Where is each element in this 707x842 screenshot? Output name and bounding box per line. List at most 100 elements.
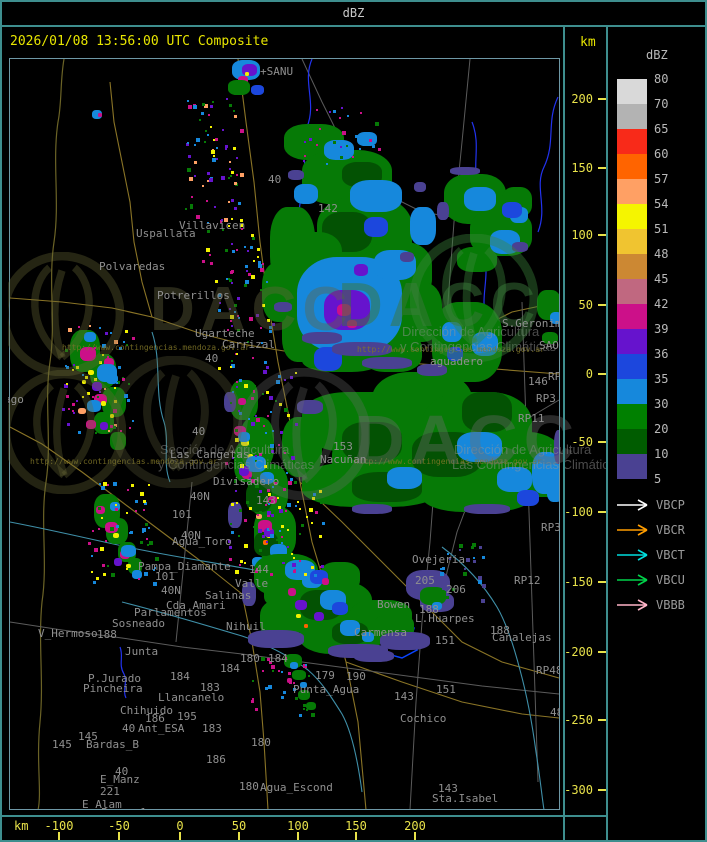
map-place-label: 195 (177, 710, 197, 723)
radar-echo-speckle (256, 567, 259, 570)
radar-echo-speckle (267, 488, 271, 492)
radar-echo-speckle (251, 237, 255, 241)
radar-echo-speckle (338, 117, 341, 120)
radar-echo-speckle (311, 712, 316, 717)
radar-echo-speckle (258, 529, 263, 534)
radar-echo-speckle (236, 156, 239, 159)
radar-echo-speckle (114, 399, 118, 403)
radar-echo-speckle (102, 353, 105, 356)
radar-echo-speckle (303, 664, 308, 669)
radar-echo (242, 582, 256, 606)
radar-echo (350, 180, 402, 212)
radar-echo-speckle (250, 246, 254, 250)
radar-echo-speckle (204, 104, 209, 109)
radar-echo-speckle (226, 278, 229, 281)
map-place-label: Las_Cangetas (170, 448, 250, 461)
bottom-axis-tick-label: 100 (287, 819, 309, 833)
bottom-axis-tick-mark (355, 832, 357, 840)
radar-echo-speckle (314, 574, 318, 578)
radar-echo-speckle (126, 489, 129, 492)
radar-echo-speckle (261, 263, 264, 266)
radar-echo-speckle (244, 562, 247, 565)
radar-echo-speckle (110, 425, 114, 429)
radar-echo-speckle (268, 499, 271, 502)
radar-echo-speckle (319, 534, 323, 538)
radar-echo-speckle (67, 328, 72, 333)
map-place-label: Llancanelo (158, 691, 225, 704)
radar-echo-speckle (217, 309, 221, 313)
radar-echo-speckle (228, 167, 231, 170)
radar-echo-speckle (339, 156, 343, 160)
radar-echo-speckle (259, 452, 263, 456)
map-place-label: Pasarela (101, 807, 154, 810)
bottom-axis-tick-mark (179, 832, 181, 840)
radar-echo-speckle (262, 424, 265, 427)
radar-echo-speckle (148, 540, 153, 545)
radar-echo-speckle (287, 502, 292, 507)
vector-arrow-icon (617, 499, 648, 511)
radar-echo-speckle (238, 534, 241, 537)
radar-echo-speckle (252, 259, 255, 262)
dbz-scale-value: 42 (654, 297, 669, 311)
radar-echo-speckle (293, 568, 296, 571)
dbz-scale-value: 65 (654, 122, 669, 136)
radar-echo-speckle (85, 376, 89, 380)
radar-echo-speckle (304, 141, 307, 144)
radar-echo-speckle (371, 145, 375, 149)
radar-echo-speckle (90, 571, 93, 574)
radar-echo-speckle (71, 409, 74, 412)
radar-echo-speckle (230, 314, 235, 319)
radar-echo-speckle (66, 382, 69, 385)
radar-echo (314, 612, 324, 621)
radar-echo-speckle (100, 546, 105, 551)
radar-echo (472, 332, 498, 356)
radar-echo-speckle (193, 105, 198, 110)
radar-echo-speckle (228, 557, 232, 561)
radar-echo-speckle (262, 393, 265, 396)
map-place-label: V_Hermoso (38, 627, 98, 640)
radar-echo-speckle (206, 133, 209, 136)
dbz-scale-value: 36 (654, 347, 669, 361)
radar-echo-speckle (129, 530, 133, 534)
radar-echo-speckle (143, 501, 147, 505)
radar-echo-speckle (101, 516, 104, 519)
radar-echo-speckle (271, 429, 274, 432)
right-axis-tick-label: -100 (564, 505, 593, 519)
map-place-label: 221 (100, 785, 120, 798)
radar-echo-speckle (229, 174, 232, 177)
radar-echo (414, 182, 426, 192)
radar-echo-speckle (186, 167, 191, 172)
radar-echo-speckle (446, 596, 450, 600)
radar-echo-speckle (463, 568, 466, 571)
radar-echo-speckle (154, 557, 159, 562)
bottom-axis-tick-label: 50 (231, 819, 247, 833)
radar-echo-speckle (196, 214, 201, 219)
radar-echo-speckle (127, 399, 131, 403)
radar-echo-speckle (269, 572, 273, 576)
dbz-scale-swatch (617, 429, 647, 454)
radar-echo-speckle (227, 328, 230, 331)
radar-echo-speckle (246, 425, 249, 428)
radar-echo (88, 370, 94, 375)
radar-echo (295, 600, 307, 610)
right-axis-tick-label: 0 (585, 367, 593, 381)
radar-echo (340, 620, 360, 636)
radar-echo (387, 467, 422, 489)
bottom-axis-tick-label: -100 (44, 819, 74, 833)
radar-echo (364, 217, 388, 237)
radar-echo-layer (8, 57, 560, 810)
radar-echo-speckle (240, 218, 244, 222)
radar-echo-speckle (210, 149, 215, 154)
radar-echo-speckle (251, 234, 255, 238)
map-place-label: 188 (97, 628, 117, 641)
radar-echo-speckle (319, 489, 323, 493)
radar-echo-speckle (113, 339, 118, 344)
dbz-scale-value: 60 (654, 147, 669, 161)
radar-echo-speckle (316, 144, 319, 147)
vector-arrow-icon (617, 524, 648, 536)
radar-echo-speckle (269, 329, 273, 333)
radar-echo-speckle (152, 581, 157, 586)
radar-echo-speckle (216, 158, 219, 161)
bottom-axis-tick-label: 150 (345, 819, 367, 833)
radar-echo-speckle (308, 507, 313, 512)
